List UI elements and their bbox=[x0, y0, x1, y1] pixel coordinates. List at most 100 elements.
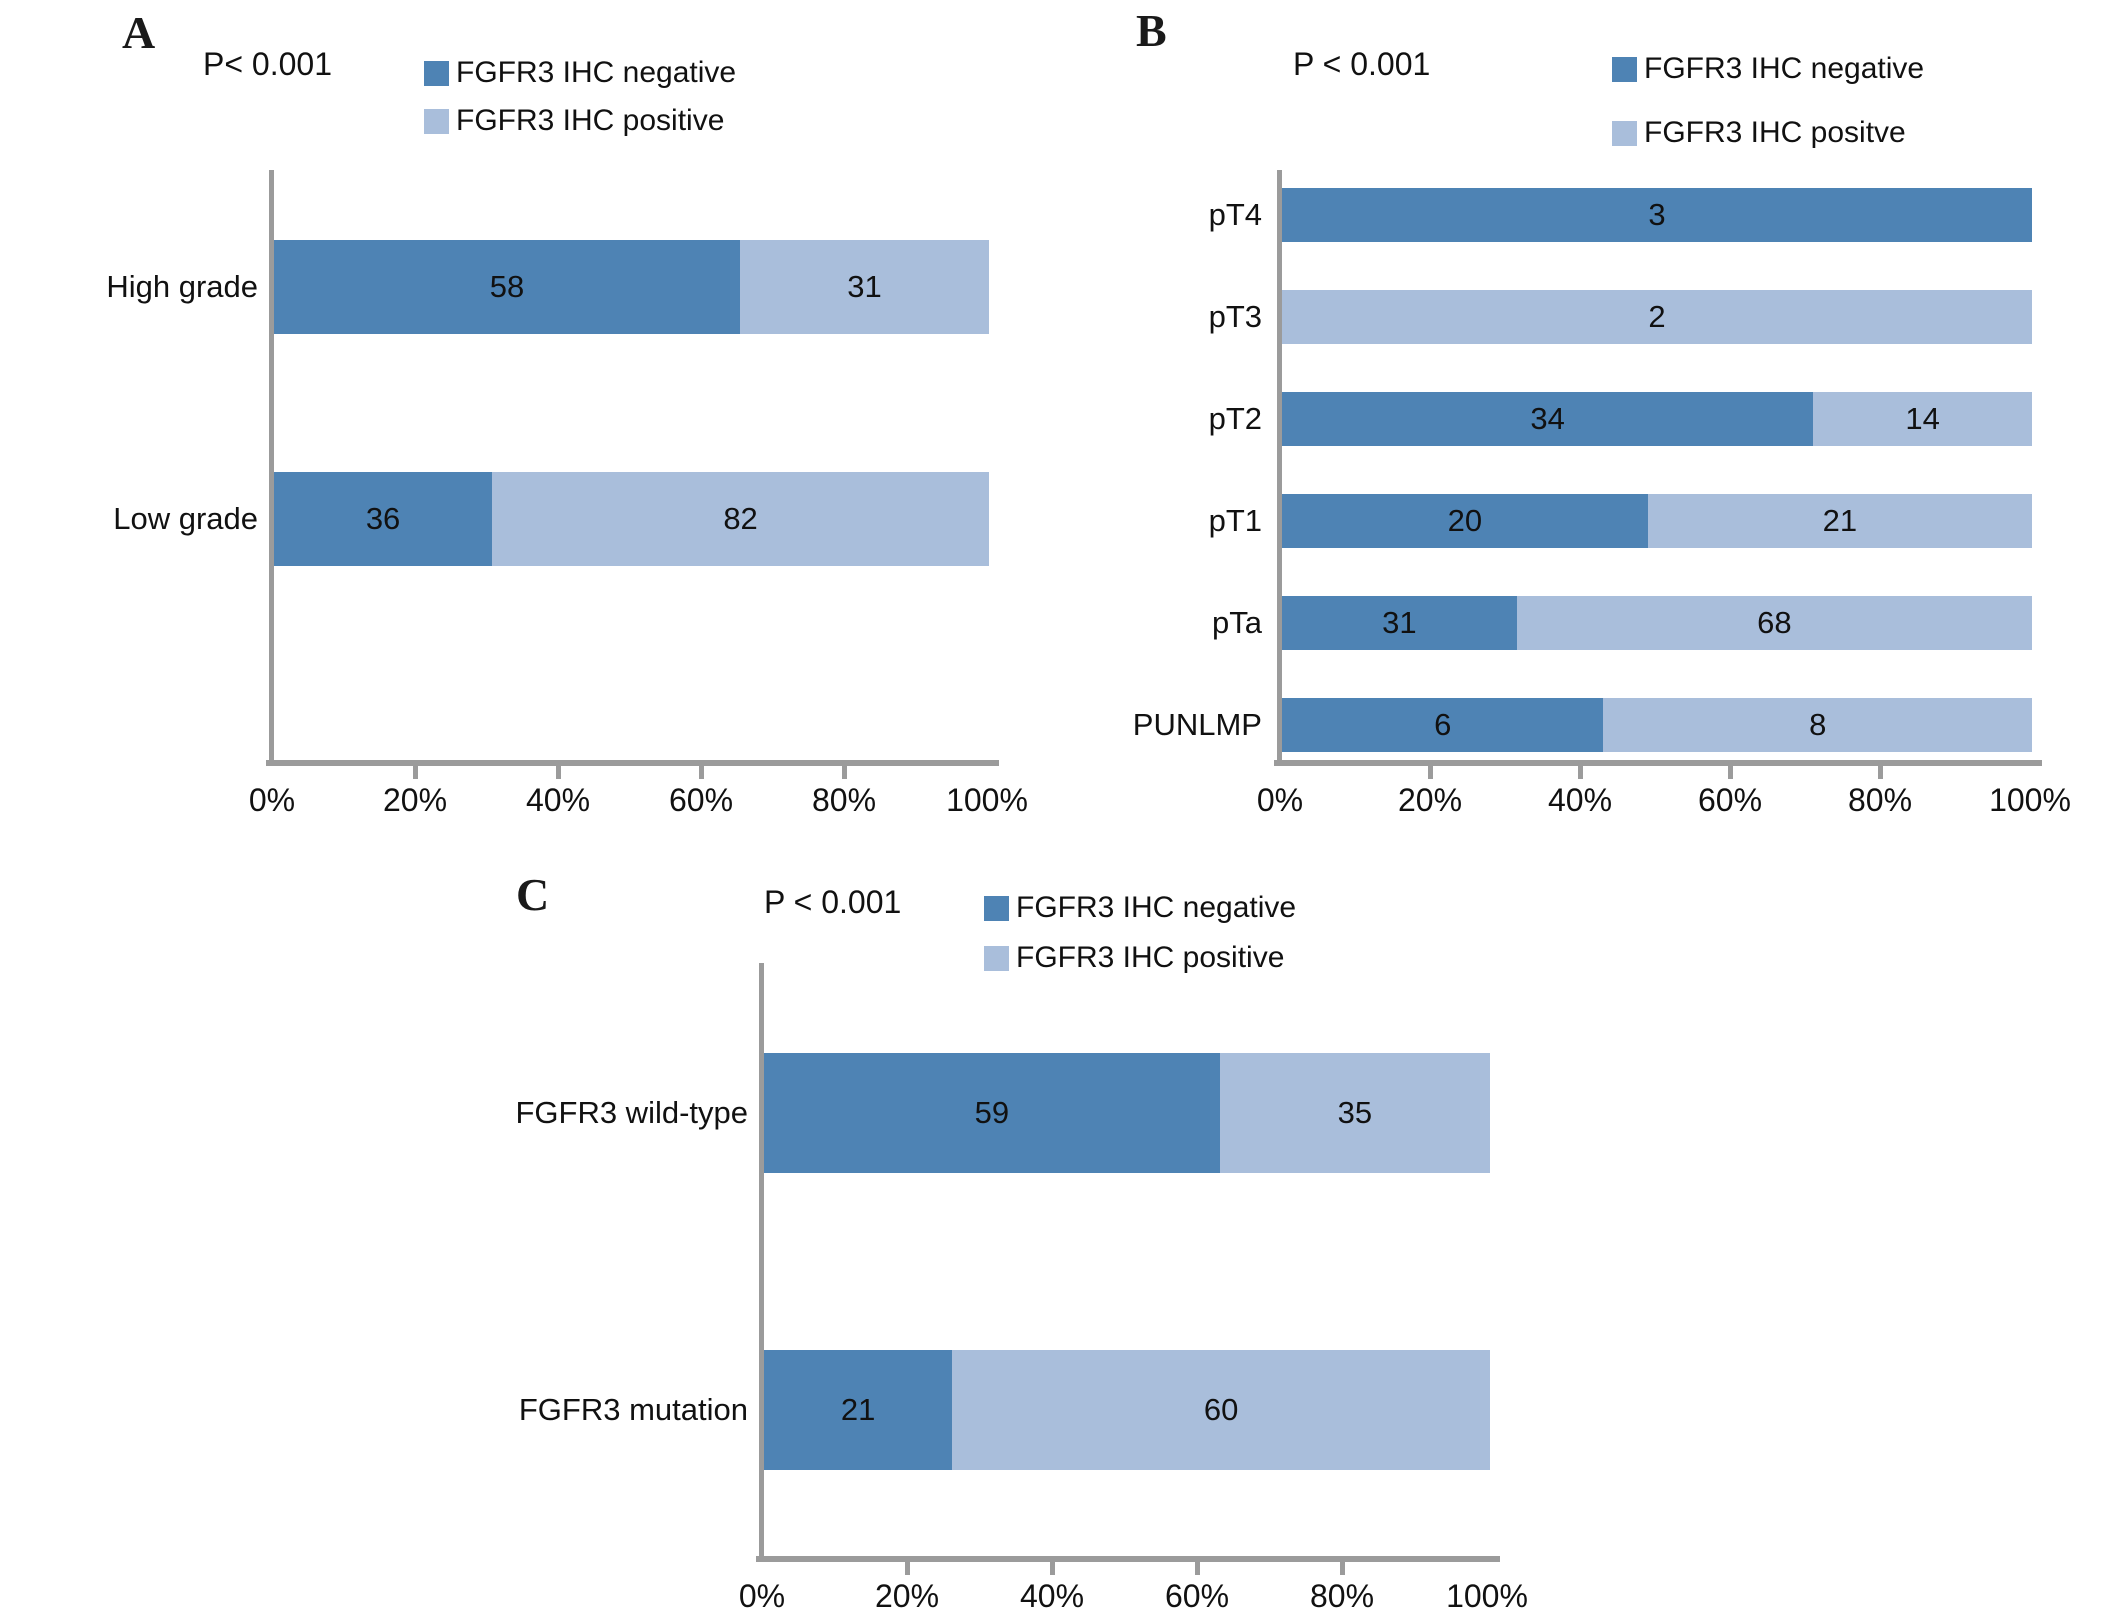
x-tick-label: 40% bbox=[525, 782, 591, 818]
bar-segment-negative: 21 bbox=[764, 1350, 953, 1470]
bar-value-label: 31 bbox=[847, 269, 882, 304]
legend-label-positive: FGFR3 IHC positve bbox=[1644, 116, 1906, 149]
x-axis-line bbox=[266, 760, 999, 766]
bar-value-label: 59 bbox=[974, 1095, 1010, 1130]
bar-row-pt4: 3 bbox=[1282, 188, 2032, 242]
legend-swatch-positive bbox=[984, 945, 1009, 971]
bar-value-label: 35 bbox=[1337, 1095, 1373, 1130]
x-tick-label: 20% bbox=[1397, 782, 1463, 818]
legend-swatch-negative bbox=[424, 60, 449, 86]
panel-c-letter: C bbox=[516, 869, 550, 920]
bar-value-label: 60 bbox=[1203, 1392, 1239, 1427]
bar-segment-negative: 34 bbox=[1282, 392, 1814, 446]
x-tick-label: 60% bbox=[668, 782, 734, 818]
bar-segment-positive: 60 bbox=[952, 1350, 1490, 1470]
bar-row-fgfr3-wild-type: 59 35 bbox=[764, 1053, 1490, 1173]
bar-row-fgfr3-mutation: 21 60 bbox=[764, 1350, 1490, 1470]
legend-label-negative: FGFR3 IHC negative bbox=[456, 56, 737, 89]
category-label: pTa bbox=[1212, 605, 1262, 640]
legend-swatch-positive bbox=[424, 108, 449, 134]
bar-row-low-grade: 36 82 bbox=[274, 472, 989, 566]
bar-value-label: 3 bbox=[1648, 197, 1666, 232]
panel-c-p-value: P < 0.001 bbox=[764, 884, 902, 920]
x-tick-label: 80% bbox=[1309, 1578, 1375, 1614]
x-axis-tick bbox=[1428, 766, 1433, 779]
legend-swatch-positive bbox=[1612, 120, 1637, 146]
bar-segment-positive: 31 bbox=[739, 240, 989, 334]
bar-value-label: 36 bbox=[365, 501, 401, 536]
legend-swatch-negative bbox=[984, 895, 1009, 921]
bar-segment-positive: 68 bbox=[1516, 596, 2032, 650]
bar-row-pt1: 20 21 bbox=[1282, 494, 2032, 548]
x-tick-label: 100% bbox=[1989, 782, 2071, 818]
bar-row-pta: 31 68 bbox=[1282, 596, 2032, 650]
x-tick-label: 0% bbox=[1256, 782, 1304, 818]
bar-segment-negative: 6 bbox=[1282, 698, 1604, 752]
bar-value-label: 2 bbox=[1648, 299, 1666, 334]
panel-a-p-value: P< 0.001 bbox=[203, 46, 332, 82]
category-label: Low grade bbox=[113, 501, 258, 536]
bar-value-label: 68 bbox=[1757, 605, 1792, 640]
category-label: PUNLMP bbox=[1132, 707, 1262, 742]
legend-label-positive: FGFR3 IHC positive bbox=[1016, 941, 1285, 974]
panel-a-legend-positive: FGFR3 IHC positive bbox=[424, 104, 724, 138]
x-tick-label: 60% bbox=[1697, 782, 1763, 818]
category-label: FGFR3 wild-type bbox=[515, 1095, 748, 1130]
bar-segment-negative: 58 bbox=[274, 240, 740, 334]
category-label: pT4 bbox=[1208, 197, 1262, 232]
bar-value-label: 6 bbox=[1434, 707, 1452, 742]
bar-value-label: 21 bbox=[840, 1392, 876, 1427]
x-tick-label: 100% bbox=[1446, 1578, 1528, 1614]
bar-value-label: 58 bbox=[489, 269, 525, 304]
bar-value-label: 21 bbox=[1822, 503, 1858, 538]
x-axis-tick bbox=[1050, 1562, 1055, 1575]
panel-b-letter: B bbox=[1136, 5, 1167, 56]
legend-label-positive: FGFR3 IHC positive bbox=[456, 104, 725, 137]
bar-value-label: 20 bbox=[1447, 503, 1483, 538]
x-tick-label: 20% bbox=[382, 782, 448, 818]
bar-segment-negative: 59 bbox=[764, 1053, 1220, 1173]
x-axis-tick bbox=[842, 766, 847, 779]
category-label: FGFR3 mutation bbox=[518, 1392, 748, 1427]
bar-value-label: 34 bbox=[1530, 401, 1565, 436]
bar-segment-negative: 20 bbox=[1282, 494, 1648, 548]
panel-b-legend-negative: FGFR3 IHC negative bbox=[1612, 52, 1924, 86]
x-tick-label: 40% bbox=[1547, 782, 1613, 818]
legend-label-negative: FGFR3 IHC negative bbox=[1644, 52, 1925, 85]
x-axis-line bbox=[1274, 760, 2042, 766]
category-label: pT3 bbox=[1208, 299, 1262, 334]
bar-segment-positive: 14 bbox=[1813, 392, 2032, 446]
bar-row-high-grade: 58 31 bbox=[274, 240, 989, 334]
x-tick-label: 20% bbox=[874, 1578, 940, 1614]
bar-row-pt2: 34 14 bbox=[1282, 392, 2032, 446]
x-tick-label: 40% bbox=[1019, 1578, 1085, 1614]
x-tick-label: 0% bbox=[738, 1578, 786, 1614]
panel-a-legend-negative: FGFR3 IHC negative bbox=[424, 56, 736, 90]
panel-c-legend-negative: FGFR3 IHC negative bbox=[984, 891, 1296, 925]
y-axis-line bbox=[759, 963, 764, 1562]
category-label: High grade bbox=[106, 269, 258, 304]
category-label: pT2 bbox=[1208, 401, 1262, 436]
x-axis-tick bbox=[556, 766, 561, 779]
bar-segment-negative: 31 bbox=[1282, 596, 1517, 650]
x-tick-label: 80% bbox=[811, 782, 877, 818]
bar-value-label: 14 bbox=[1905, 401, 1940, 436]
x-axis-line bbox=[756, 1556, 1500, 1562]
bar-segment-positive: 35 bbox=[1219, 1053, 1490, 1173]
y-axis-line bbox=[269, 170, 274, 766]
x-tick-label: 100% bbox=[946, 782, 1028, 818]
x-axis-tick bbox=[699, 766, 704, 779]
x-axis-tick bbox=[1195, 1562, 1200, 1575]
category-label: pT1 bbox=[1208, 503, 1262, 538]
bar-value-label: 31 bbox=[1382, 605, 1417, 640]
bar-segment-positive: 82 bbox=[492, 472, 989, 566]
bar-segment-negative: 36 bbox=[274, 472, 493, 566]
x-tick-label: 0% bbox=[248, 782, 296, 818]
bar-row-pt3: 2 bbox=[1282, 290, 2032, 344]
x-axis-tick bbox=[1728, 766, 1733, 779]
x-axis-tick bbox=[1578, 766, 1583, 779]
bar-segment-positive: 2 bbox=[1282, 290, 2032, 344]
legend-label-negative: FGFR3 IHC negative bbox=[1016, 891, 1297, 924]
bar-segment-positive: 21 bbox=[1647, 494, 2032, 548]
